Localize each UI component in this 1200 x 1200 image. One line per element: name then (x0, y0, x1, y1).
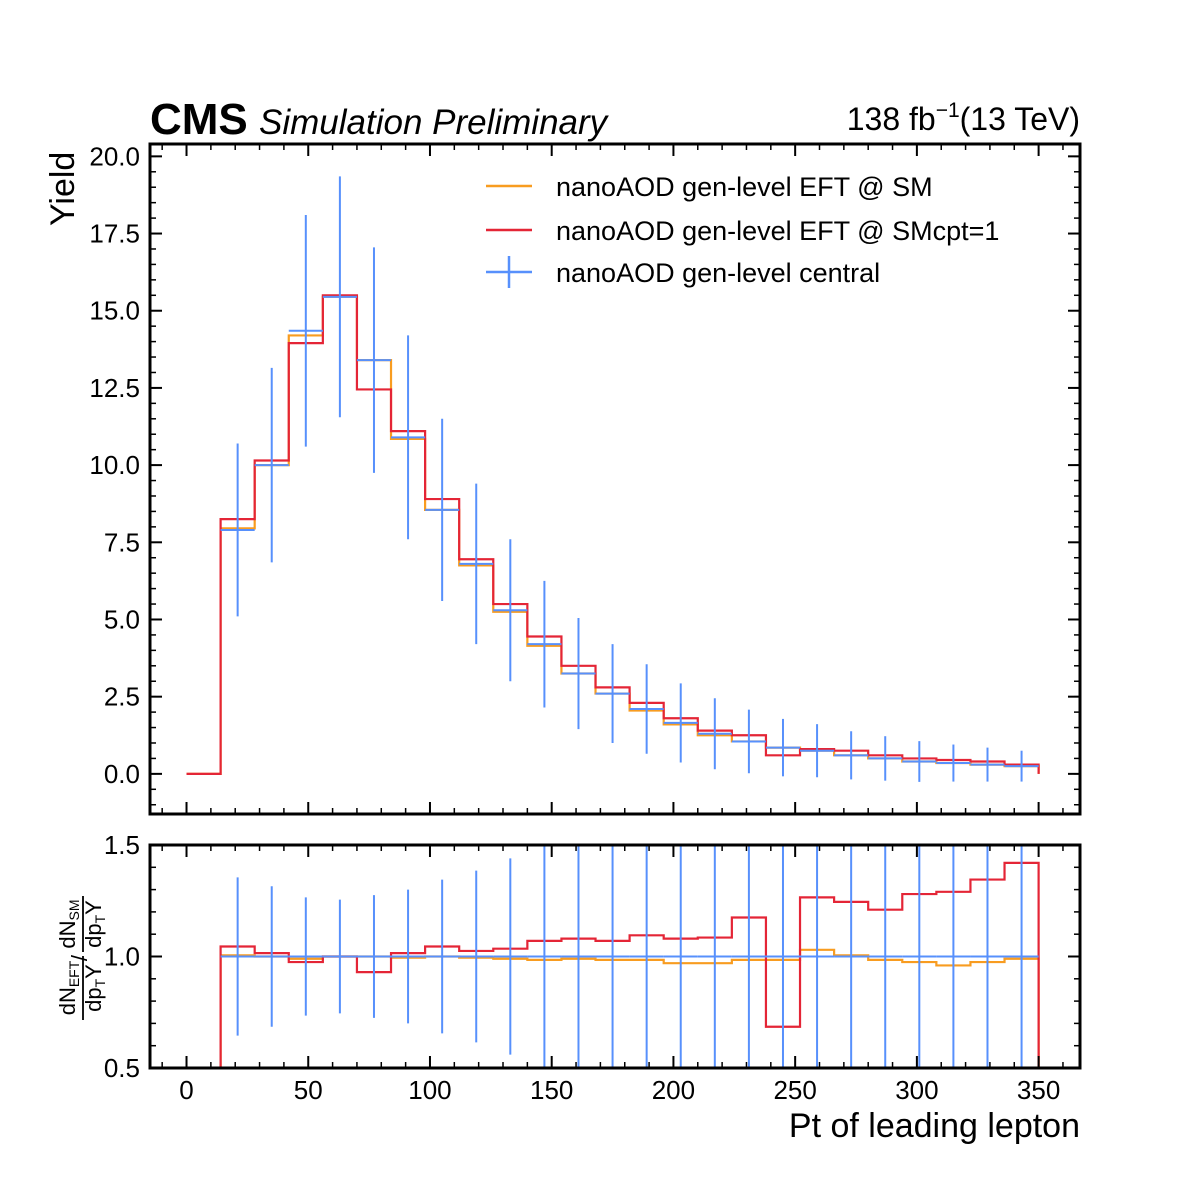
experiment-label: CMS (150, 95, 248, 144)
y-tick-label: 17.5 (89, 219, 140, 249)
y-tick-label: 15.0 (89, 296, 140, 326)
x-tick-label: 200 (652, 1075, 695, 1105)
y-tick-label: 0.0 (104, 759, 140, 789)
legend: nanoAOD gen-level EFT @ SM nanoAOD gen-l… (486, 172, 999, 288)
svg-text:dpTY: dpTY (81, 900, 108, 948)
main-plot-frame (148, 142, 1082, 816)
x-tick-label: 350 (1017, 1075, 1060, 1105)
main-plot-marks (186, 176, 1040, 782)
legend-entry-sm: nanoAOD gen-level EFT @ SM (556, 172, 933, 202)
svg-text:dNEFT: dNEFT (55, 960, 82, 1015)
ratio-plot-ticks: 0.5 1.0 1.5 0 50 100 150 200 250 300 350 (104, 830, 1080, 1105)
x-tick-label: 100 (408, 1075, 451, 1105)
ratio-plot-panel: 0.5 1.0 1.5 0 50 100 150 200 250 300 350 (104, 830, 1082, 1105)
x-axis-title: Pt of leading lepton (789, 1107, 1080, 1145)
x-tick-label: 0 (179, 1075, 193, 1105)
lumi-energy: (13 TeV) (960, 101, 1080, 137)
lumi-value: 138 fb (847, 101, 936, 137)
svg-text:dNSM: dNSM (55, 899, 82, 948)
y-tick-label: 7.5 (104, 527, 140, 557)
svg-text:/: / (67, 954, 92, 961)
ratio-plot-frame (148, 843, 1082, 1070)
ratio-y-axis-title: dNEFT dpTY / dNSM dpTY (55, 896, 108, 1020)
y-tick-label: 1.5 (104, 830, 140, 860)
y-tick-label: 12.5 (89, 373, 140, 403)
series-step-line (186, 294, 1040, 775)
main-plot-panel: 0.0 2.5 5.0 7.5 10.0 12.5 15.0 17.5 20.0 (89, 141, 1082, 816)
y-tick-label: 1.0 (104, 942, 140, 972)
lumi-label: 138 fb−1(13 TeV) (847, 99, 1080, 137)
ratio-plot-marks (186, 845, 1040, 1070)
svg-text:dpTY: dpTY (81, 964, 108, 1012)
main-y-axis-title: Yield (44, 152, 82, 226)
lumi-exponent: −1 (936, 99, 960, 122)
x-tick-label: 50 (294, 1075, 323, 1105)
legend-entry-smcpt: nanoAOD gen-level EFT @ SMcpt=1 (556, 216, 999, 246)
y-tick-label: 0.5 (104, 1053, 140, 1083)
x-tick-label: 300 (895, 1075, 938, 1105)
x-tick-label: 150 (530, 1075, 573, 1105)
y-tick-label: 5.0 (104, 604, 140, 634)
y-tick-label: 10.0 (89, 450, 140, 480)
subtitle-label: Simulation Preliminary (259, 103, 610, 142)
y-tick-label: 20.0 (89, 141, 140, 171)
x-tick-label: 250 (773, 1075, 816, 1105)
y-tick-label: 2.5 (104, 682, 140, 712)
main-plot-ticks: 0.0 2.5 5.0 7.5 10.0 12.5 15.0 17.5 20.0 (89, 141, 1080, 814)
legend-entry-central: nanoAOD gen-level central (556, 258, 880, 288)
